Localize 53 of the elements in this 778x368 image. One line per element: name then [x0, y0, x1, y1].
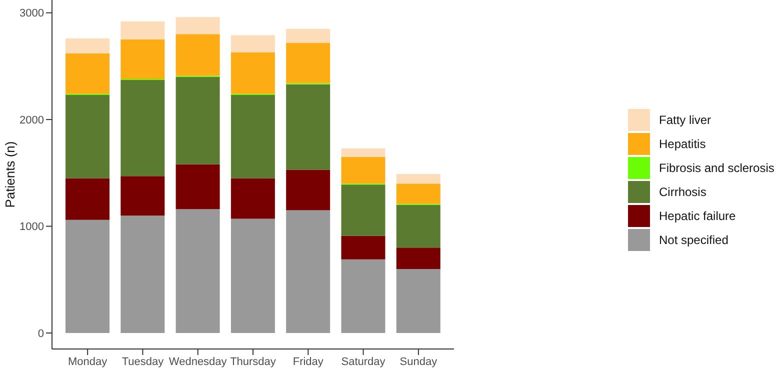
bar — [120, 21, 165, 40]
bar — [396, 248, 440, 269]
bar — [341, 156, 386, 184]
bar — [66, 220, 110, 333]
bar — [396, 268, 440, 333]
bar — [341, 184, 386, 236]
legend-label: Fatty liver — [659, 113, 712, 127]
bar — [286, 84, 330, 170]
bar — [66, 94, 110, 178]
x-tick-label: Saturday — [341, 356, 386, 368]
bar — [230, 94, 275, 178]
legend-label: Hepatic failure — [659, 209, 736, 223]
y-tick-label: 2000 — [20, 114, 44, 126]
bar — [230, 178, 275, 219]
bar — [176, 76, 220, 164]
x-tick-label: Friday — [292, 356, 324, 368]
bar — [176, 209, 220, 333]
bar — [120, 39, 165, 79]
bar — [66, 178, 110, 220]
y-tick-label: 3000 — [20, 8, 44, 20]
bar — [341, 259, 386, 333]
bar — [286, 42, 330, 84]
bar — [176, 34, 220, 76]
bar — [396, 174, 440, 184]
bar — [120, 216, 165, 333]
bar — [230, 52, 275, 94]
legend-label: Fibrosis and sclerosis — [659, 161, 774, 175]
bar — [176, 17, 220, 34]
y-axis-title: Patients (n) — [2, 141, 18, 208]
bar — [120, 176, 165, 216]
bar — [396, 204, 440, 248]
legend-label: Not specified — [659, 233, 728, 247]
bar — [286, 28, 330, 43]
bar — [396, 184, 440, 204]
bar — [66, 38, 110, 54]
bar — [176, 164, 220, 210]
bar — [230, 35, 275, 52]
y-tick-label: 1000 — [20, 221, 44, 234]
bar — [120, 80, 165, 176]
bar — [286, 170, 330, 210]
legend-label: Cirrhosis — [659, 185, 706, 199]
x-tick-label: Wednesday — [168, 356, 228, 368]
legend-label: Hepatitis — [659, 137, 706, 151]
bar — [286, 210, 330, 333]
x-tick-label: Monday — [68, 356, 108, 368]
x-tick-label: Tuesday — [122, 356, 164, 368]
bar — [341, 148, 386, 157]
y-tick-label: 0 — [38, 328, 44, 340]
x-tick-label: Sunday — [400, 356, 438, 368]
x-tick-label: Thursday — [230, 356, 276, 368]
bar — [66, 53, 110, 94]
bar — [341, 236, 386, 260]
bar — [230, 218, 275, 333]
